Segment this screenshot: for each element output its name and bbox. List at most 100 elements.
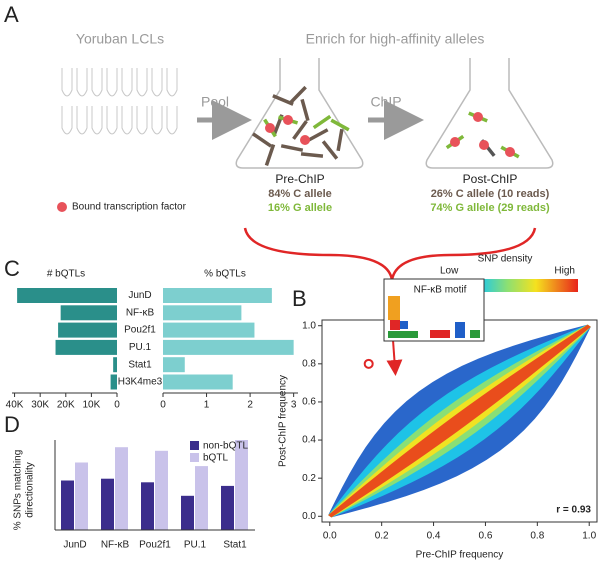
panel-label: D <box>4 412 20 437</box>
tube <box>151 68 163 97</box>
legend-swatch <box>190 441 199 450</box>
bar <box>163 374 233 390</box>
motif-letter <box>388 296 400 320</box>
panel-label: C <box>4 256 20 281</box>
y-axis-label: Post-ChIP frequency <box>278 375 289 467</box>
tube <box>136 106 148 135</box>
highlight-point <box>363 358 374 369</box>
y-tick-label: 0.0 <box>302 511 316 522</box>
x-tick-label: NF-κB <box>101 540 130 551</box>
fragment <box>280 144 304 152</box>
bound-tf <box>479 140 489 150</box>
legend-label: Bound transcription factor <box>72 202 187 213</box>
y-tick-label: 1.0 <box>302 320 316 331</box>
bound-tf <box>265 123 275 133</box>
x-tick-label: 40K <box>6 400 24 411</box>
y-tick-label: 0.6 <box>302 397 316 408</box>
x-tick-label: 20K <box>57 400 75 411</box>
motif-letter <box>430 330 450 338</box>
fragment <box>321 140 339 160</box>
tube <box>76 68 88 97</box>
x-tick-label: 0.6 <box>478 531 492 542</box>
chip-label: ChIP <box>370 94 401 110</box>
motif-letter <box>388 331 418 338</box>
legend-dot <box>57 202 67 212</box>
motif-letter <box>400 321 408 329</box>
tube <box>106 106 118 135</box>
flask <box>425 58 554 169</box>
bar <box>181 495 194 530</box>
colorbar-title: SNP density <box>478 254 533 265</box>
fragment <box>330 118 350 132</box>
bar <box>163 322 255 338</box>
x-tick-label: 10K <box>82 400 100 411</box>
tubes <box>61 68 178 135</box>
bar <box>101 478 114 530</box>
pre-chip-label: Pre-ChIP <box>275 172 324 186</box>
legend-swatch <box>190 453 199 462</box>
x-tick-label: 0.0 <box>323 531 337 542</box>
category-label: JunD <box>128 290 151 301</box>
x-tick-label: JunD <box>63 540 86 551</box>
fragment <box>300 152 324 158</box>
bar <box>163 339 294 355</box>
tube <box>166 68 178 97</box>
fragment <box>289 85 307 105</box>
category-label: NF-κB <box>126 307 155 318</box>
fragment <box>292 120 308 140</box>
tube <box>121 68 133 97</box>
legend-label: non-bQTL <box>203 441 248 452</box>
motif-letter <box>390 320 400 330</box>
bar <box>163 357 185 373</box>
x-axis-label: Pre-ChIP frequency <box>416 550 504 561</box>
bar <box>141 482 154 530</box>
connector <box>243 227 537 281</box>
y-tick-label: 0.4 <box>302 435 316 446</box>
pool-label: Pool <box>201 94 229 110</box>
bar <box>58 322 117 338</box>
enrich-title: Enrich for high-affinity alleles <box>306 31 485 47</box>
x-tick-label: 0.2 <box>375 531 389 542</box>
x-tick-label: 1.0 <box>582 531 596 542</box>
bound-tf <box>505 147 515 157</box>
x-tick-label: 1 <box>204 400 210 411</box>
bar <box>75 462 88 530</box>
tube <box>121 106 133 135</box>
x-tick-label: 0.4 <box>427 531 441 542</box>
fragment <box>307 128 329 142</box>
tube <box>61 68 73 97</box>
panel-label: A <box>4 2 19 27</box>
fragment <box>251 132 273 148</box>
x-tick-label: Pou2f1 <box>139 540 171 551</box>
bar <box>113 357 117 373</box>
category-label: H3K4me3 <box>118 377 163 388</box>
y-tick-label: 0.2 <box>302 473 316 484</box>
category-label: Stat1 <box>128 359 152 370</box>
motif-letter <box>455 322 465 338</box>
x-tick-label: PU.1 <box>184 540 207 551</box>
bar <box>115 447 128 530</box>
chart-title: % bQTLs <box>204 269 246 280</box>
bound-tf <box>300 135 310 145</box>
bar <box>235 440 248 530</box>
x-tick-label: 30K <box>31 400 49 411</box>
tube <box>91 68 103 97</box>
bar <box>110 374 117 390</box>
fragment <box>264 144 276 166</box>
x-tick-label: 0 <box>114 400 120 411</box>
pre-c-allele: 84% C allele <box>268 188 332 200</box>
colorbar-high: High <box>554 266 575 277</box>
bound-tf <box>473 112 483 122</box>
y-tick-label: 0.8 <box>302 358 316 369</box>
chart-title: # bQTLs <box>47 269 85 280</box>
flask <box>235 58 364 169</box>
fragment <box>336 128 344 152</box>
charts: # bQTLs JunD NF-κB Pou2f1 PU.1 Stat1 H3K4me3 40… <box>6 254 598 561</box>
category-label: Pou2f1 <box>124 325 156 336</box>
post-c-allele: 26% C allele (10 reads) <box>431 188 550 200</box>
panel-label: B <box>292 286 307 311</box>
fragment <box>300 98 310 122</box>
bar <box>221 485 234 530</box>
x-tick-label: 2 <box>247 400 253 411</box>
